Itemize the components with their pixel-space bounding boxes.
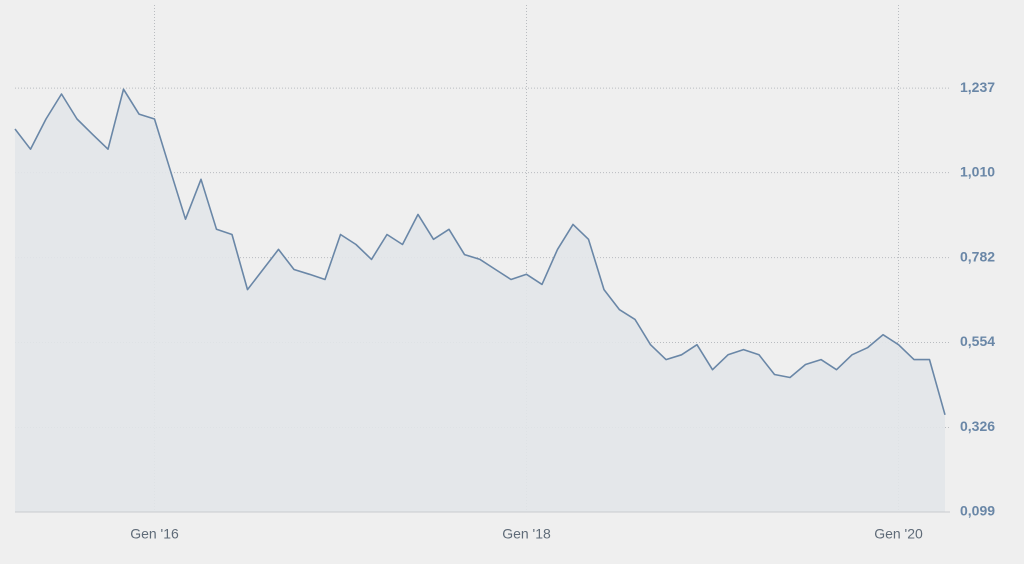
- y-tick-label: 0,099: [960, 503, 995, 519]
- y-tick-label: 0,782: [960, 248, 995, 264]
- x-tick-label: Gen '20: [874, 526, 923, 542]
- y-tick-label: 0,554: [960, 333, 995, 349]
- y-tick-label: 1,237: [960, 79, 995, 95]
- y-tick-label: 1,010: [960, 163, 995, 179]
- x-tick-label: Gen '18: [502, 526, 551, 542]
- line: [14, 88, 946, 416]
- y-tick-label: 0,326: [960, 418, 995, 434]
- area-fill: [15, 89, 945, 512]
- x-tick-label: Gen '16: [130, 526, 179, 542]
